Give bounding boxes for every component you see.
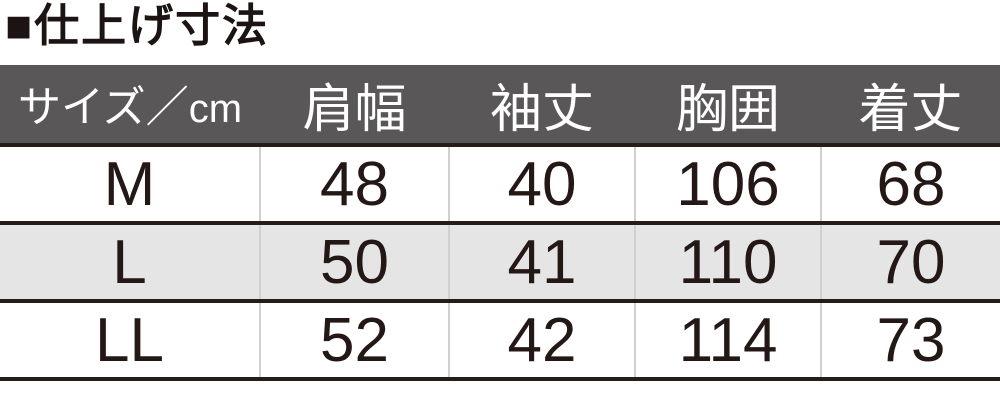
value-cell-shoulder: 48 [259,145,449,225]
value-cell-chest: 106 [634,145,821,225]
value-cell-chest: 110 [634,223,821,303]
header-cell-size-unit: サイズ／cm [0,65,260,147]
value-cell-sleeve: 41 [448,223,635,303]
value-cell-shoulder: 52 [259,301,449,381]
size-cell: LL [0,301,260,381]
header-cell-chest: 胸囲 [635,65,821,147]
value-cell-length: 73 [820,301,1000,381]
value-cell-chest: 114 [634,301,821,381]
page-title: ■仕上げ寸法 [5,0,270,51]
value-cell-length: 70 [820,223,1000,303]
value-cell-length: 68 [820,145,1000,225]
table-row-size-ll: LL 52 42 114 73 [0,301,1000,381]
header-cell-sleeve-length: 袖丈 [449,65,635,147]
size-spec-table: サイズ／cm 肩幅 袖丈 胸囲 着丈 M 48 40 106 68 L 50 4… [0,65,1000,381]
table-header-row: サイズ／cm 肩幅 袖丈 胸囲 着丈 [0,65,1000,147]
size-cell: M [0,145,260,225]
value-cell-sleeve: 42 [448,301,635,381]
header-cell-shoulder-width: 肩幅 [260,65,449,147]
table-row-size-l: L 50 41 110 70 [0,223,1000,303]
value-cell-shoulder: 50 [259,223,449,303]
value-cell-sleeve: 40 [448,145,635,225]
header-cell-body-length: 着丈 [821,65,1000,147]
size-label: サイズ／ [17,84,189,132]
table-row-size-m: M 48 40 106 68 [0,145,1000,225]
size-cell: L [0,223,260,303]
unit-label: cm [188,87,243,131]
